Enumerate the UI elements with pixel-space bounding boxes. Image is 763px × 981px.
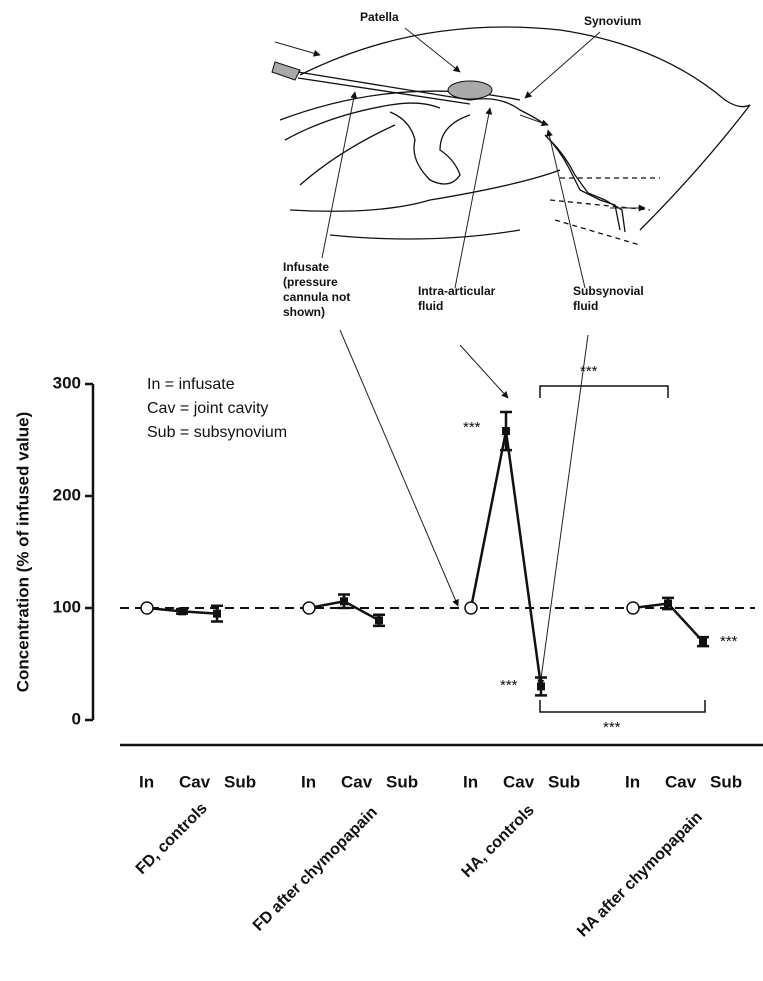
point: [303, 602, 315, 614]
diagram-label: cannula not: [283, 290, 350, 304]
group-label: HA after chymopapain: [574, 809, 706, 941]
point: [537, 682, 545, 690]
x-tick-label: Sub: [710, 772, 742, 791]
point: [664, 600, 672, 608]
annotation: ***: [580, 363, 598, 380]
x-tick-label: Cav: [665, 772, 697, 791]
annotation: ***: [500, 677, 518, 694]
group-label: FD, controls: [133, 800, 211, 878]
knee-sketch: [272, 27, 750, 686]
x-tick-label: In: [139, 772, 154, 791]
point: [375, 616, 383, 624]
y-tick-label: 100: [53, 597, 81, 616]
legend-note: In = infusate: [147, 376, 235, 393]
point: [502, 427, 510, 435]
x-tick-label: Sub: [224, 772, 256, 791]
group-label: HA, controls: [459, 802, 538, 881]
series-line: [471, 431, 541, 686]
annotation: ***: [603, 719, 621, 736]
y-axis-title: Concentration (% of infused value): [13, 412, 32, 693]
diagram-label: shown): [283, 305, 325, 319]
annotation: ***: [720, 633, 738, 650]
point: [141, 602, 153, 614]
diagram-label: (pressure: [283, 275, 338, 289]
x-tick-label: Cav: [341, 772, 373, 791]
y-tick-label: 200: [53, 485, 81, 504]
point: [627, 602, 639, 614]
point: [465, 602, 477, 614]
diagram-label: Subsynovial: [573, 284, 644, 298]
group-label: FD after chymopapain: [250, 804, 381, 935]
diagram-label: Patella: [360, 10, 399, 24]
diagram-label: Intra-articular: [418, 284, 496, 298]
y-tick-label: 300: [53, 373, 81, 392]
x-tick-label: Cav: [503, 772, 535, 791]
legend-note: Sub = subsynovium: [147, 424, 287, 441]
y-tick-label: 0: [72, 709, 81, 728]
annotation: ***: [463, 419, 481, 436]
x-tick-label: Cav: [179, 772, 211, 791]
point: [340, 597, 348, 605]
x-tick-label: In: [463, 772, 478, 791]
diagram-label: fluid: [573, 299, 598, 313]
x-tick-label: In: [625, 772, 640, 791]
bracket: [540, 700, 705, 712]
x-tick-label: Sub: [386, 772, 418, 791]
diagram-label: Synovium: [584, 14, 641, 28]
point: [213, 610, 221, 618]
legend-note: Cav = joint cavity: [147, 400, 268, 417]
point: [699, 638, 707, 646]
x-tick-label: In: [301, 772, 316, 791]
diagram-label: fluid: [418, 299, 443, 313]
bracket: [540, 386, 668, 398]
point: [178, 607, 186, 615]
diagram-label: Infusate: [283, 260, 329, 274]
figure: Patella Synovium Infusate(pressurecannula …: [0, 0, 763, 981]
x-tick-label: Sub: [548, 772, 580, 791]
